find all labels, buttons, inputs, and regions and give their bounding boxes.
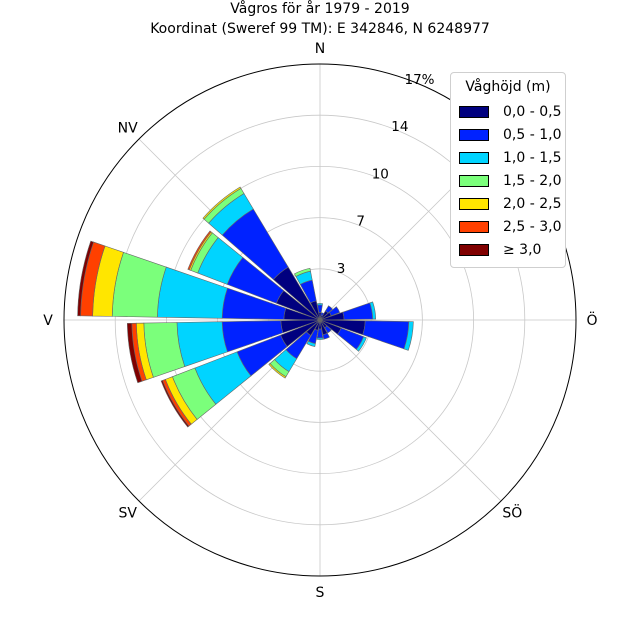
polar-frame [63,63,577,577]
radial-tick-1: 7 [356,214,365,230]
bar-sector-60-bin-1 [328,306,341,317]
legend-label-5: 2,5 - 3,0 [503,219,562,235]
bar-sector-300-bin-5 [187,230,212,271]
bar-sector-220-bin-4 [268,363,287,379]
chart-subtitle: Koordinat (Sweref 99 TM): E 342846, N 62… [150,21,490,37]
bar-sector-340-bin-3 [294,267,311,277]
direction-label-0: N [315,41,325,57]
chart-title: Vågros för år 1979 - 2019 [230,0,409,17]
direction-label-5: SÖ [502,503,522,521]
legend-label-6: ≥ 3,0 [503,242,542,258]
radial-tick-4: 17% [404,72,434,88]
legend-label-2: 1,0 - 1,5 [503,150,562,166]
bar-sector-160-bin-1 [322,332,330,340]
legend-label-0: 0,0 - 0,5 [503,104,562,120]
bar-sector-40-bin-1 [325,305,333,314]
legend-swatch-3 [459,175,489,187]
legend-label-4: 2,0 - 2,5 [503,196,562,212]
bar-sector-180-bin-2 [316,337,324,340]
bar-sector-80-bin-1 [342,302,374,320]
legend: Våghöjd (m) 0,0 - 0,5 0,5 - 1,0 1,0 - 1,5 1… [450,72,566,268]
bar-sector-320-bin-4 [202,186,242,220]
direction-label-4: S [316,585,325,601]
radial-tick-labels: 3 7 10 14 17% [337,72,435,277]
direction-label-2: V [43,313,53,329]
bar-sector-240-bin-6 [160,380,190,428]
bar-sector-80-bin-2 [369,301,377,320]
legend-swatch-5 [459,221,489,233]
direction-label-1: NV [118,121,138,137]
bar-sector-200-bin-2 [306,340,316,347]
legend-item-6: ≥ 3,0 [459,241,541,259]
legend-item-1: 0,5 - 1,0 [459,126,561,144]
bar-sector-0-bin-2 [317,303,323,306]
direction-label-6: Ö [586,311,597,329]
legend-item-3: 1,5 - 2,0 [459,172,561,190]
bar-sector-120-bin-2 [355,336,367,352]
bar-sector-280-bin-6 [77,240,94,317]
radial-tick-2: 10 [372,166,389,182]
radial-tick-0: 3 [337,261,346,277]
bar-sector-100-bin-1 [362,320,410,350]
legend-item-0: 0,0 - 0,5 [459,103,561,121]
grid-spoke-3 [319,319,502,502]
bar-sector-100-bin-2 [403,321,414,351]
legend-swatch-6 [459,244,489,256]
outer-ring [63,63,577,577]
legend-swatch-1 [459,129,489,141]
bar-sector-260-bin-6 [126,322,143,384]
legend-swatch-2 [459,152,489,164]
legend-label-1: 0,5 - 1,0 [503,127,562,143]
legend-swatch-4 [459,198,489,210]
legend-swatch-0 [459,106,489,118]
legend-item-2: 1,0 - 1,5 [459,149,561,167]
direction-label-3: SV [118,505,137,521]
legend-title: Våghöjd (m) [465,79,551,95]
wave-bars [77,186,414,428]
bar-sector-140-bin-1 [324,325,332,334]
legend-item-5: 2,5 - 3,0 [459,218,561,236]
legend-label-3: 1,5 - 2,0 [503,173,562,189]
legend-item-4: 2,0 - 2,5 [459,195,561,213]
radial-tick-3: 14 [391,119,408,135]
